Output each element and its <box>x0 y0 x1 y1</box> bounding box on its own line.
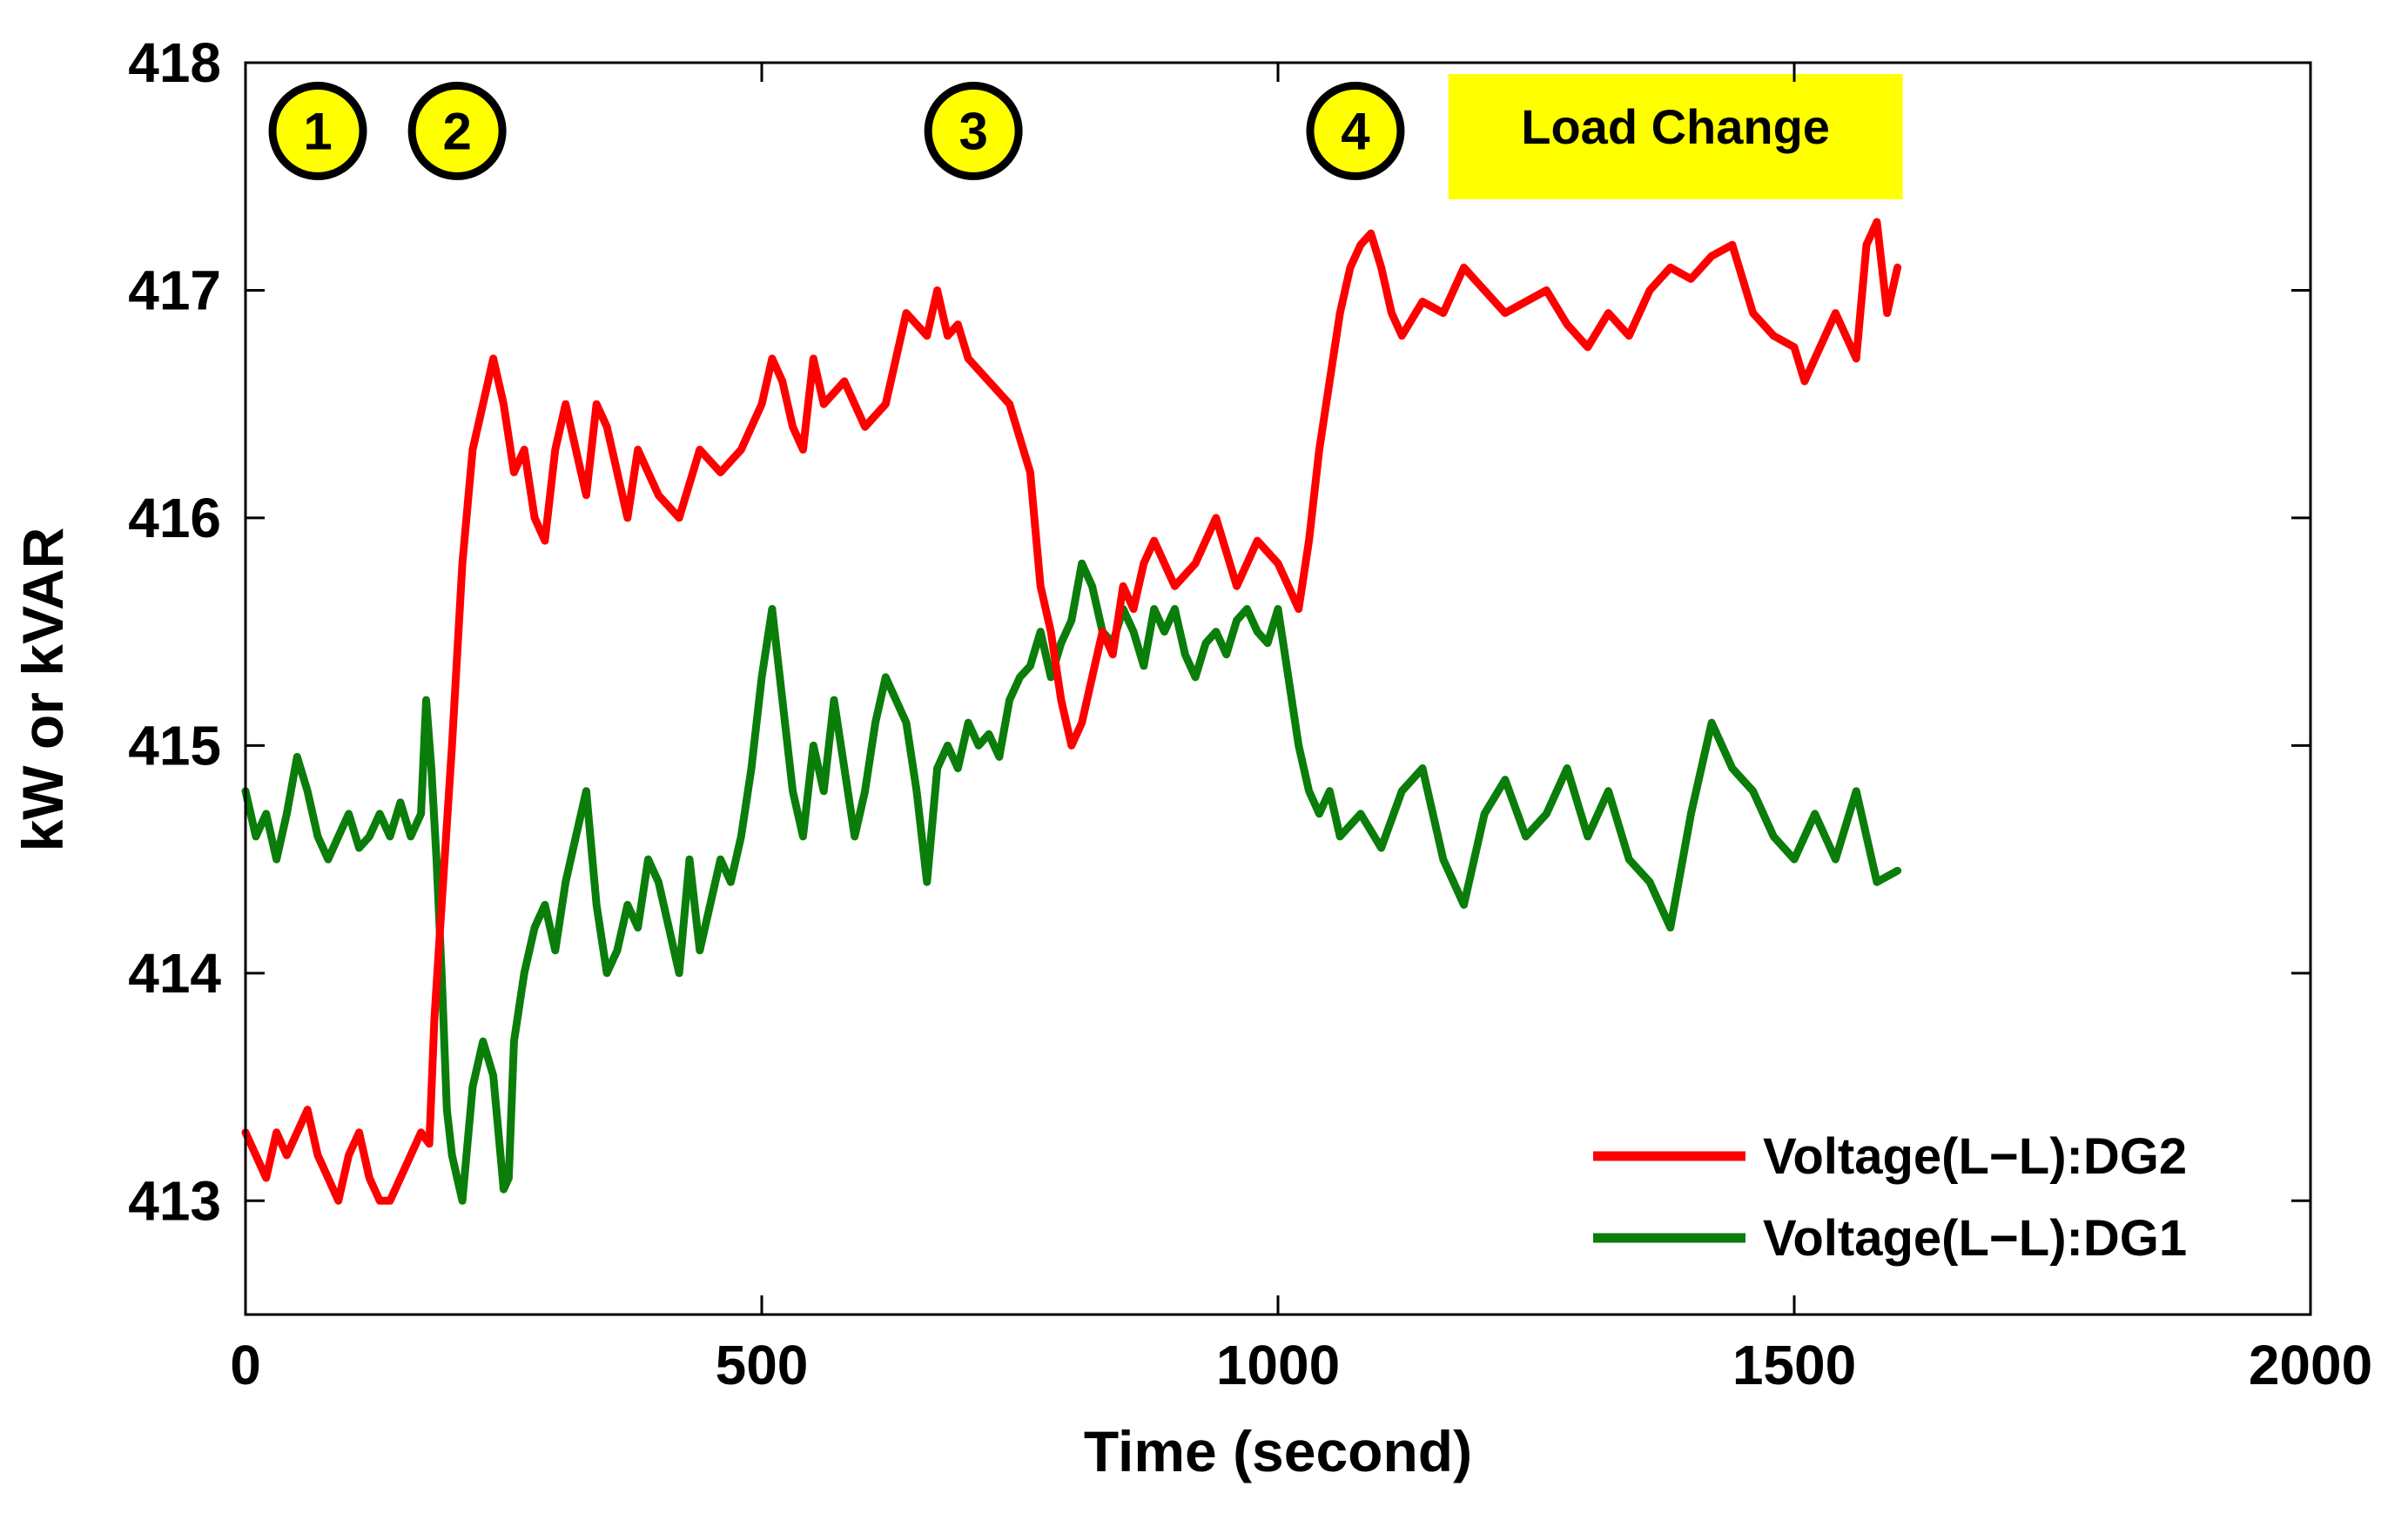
y-tick-label: 416 <box>128 487 221 549</box>
legend-label-dg1: Voltage(L−L):DG1 <box>1763 1210 2187 1267</box>
x-tick-label: 2000 <box>2249 1334 2372 1396</box>
y-tick-label: 417 <box>128 259 221 321</box>
x-axis-title: Time (second) <box>1084 1419 1472 1483</box>
load-change-label: Load Change <box>1521 99 1830 154</box>
y-axis-title: kW or kVAR <box>10 528 75 852</box>
marker-label-4: 4 <box>1341 102 1370 160</box>
y-tick-label: 413 <box>128 1169 221 1232</box>
series-layer <box>241 218 1902 1205</box>
legend: Voltage(L−L):DG2 Voltage(L−L):DG1 <box>1593 1128 2187 1267</box>
marker-label-1: 1 <box>303 102 332 160</box>
legend-label-dg2: Voltage(L−L):DG2 <box>1763 1128 2187 1185</box>
x-tick-label: 0 <box>230 1334 261 1396</box>
marker-layer: 1 2 3 4 <box>268 81 1405 180</box>
annotation-layer: Load Change <box>1448 74 1903 199</box>
x-tick-label: 1000 <box>1216 1334 1340 1396</box>
marker-circle-3 <box>924 81 1023 180</box>
marker-label-3: 3 <box>958 102 987 160</box>
load-change-banner <box>1448 74 1903 199</box>
series-line-dg1 <box>241 559 1902 1205</box>
marker-circle-2 <box>407 81 507 180</box>
y-tick-label: 414 <box>128 942 221 1005</box>
y-tick-label: 415 <box>128 714 221 777</box>
x-tick-label: 1500 <box>1732 1334 1856 1396</box>
y-tick-label: 418 <box>128 31 221 94</box>
marker-circle-4 <box>1306 81 1405 180</box>
marker-label-2: 2 <box>442 102 471 160</box>
marker-circle-1 <box>268 81 367 180</box>
series-line-dg2 <box>241 218 1902 1205</box>
x-tick-label: 500 <box>716 1334 809 1396</box>
